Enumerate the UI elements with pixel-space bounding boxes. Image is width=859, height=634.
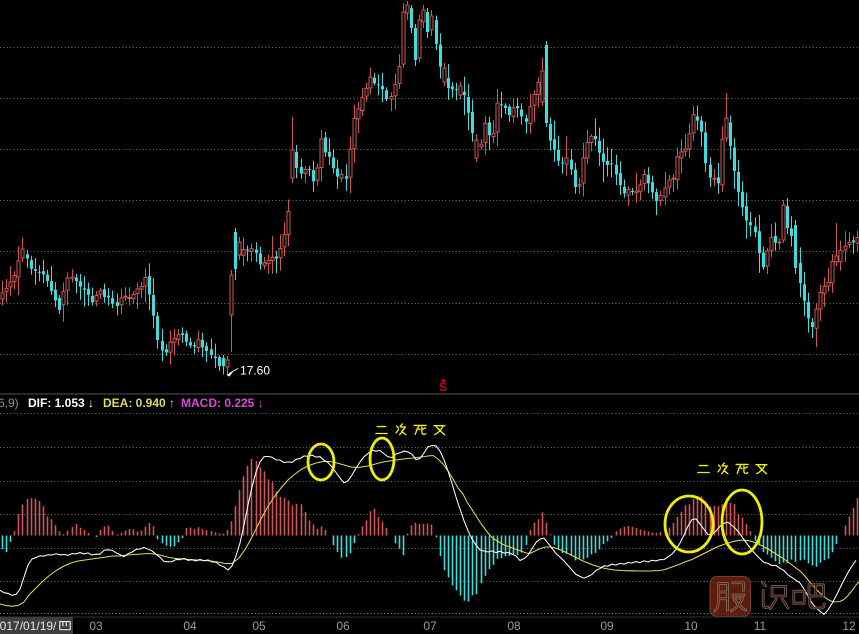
svg-text:08: 08 <box>507 619 521 633</box>
svg-text:03: 03 <box>89 619 103 633</box>
svg-text:11: 11 <box>754 619 767 633</box>
svg-text:07: 07 <box>423 619 437 633</box>
svg-text:09: 09 <box>600 619 614 633</box>
svg-text:06: 06 <box>336 619 350 633</box>
svg-text:DIF: 1.053 ↓: DIF: 1.053 ↓ <box>28 396 94 410</box>
svg-text:10: 10 <box>684 619 698 633</box>
svg-text:05: 05 <box>252 619 266 633</box>
svg-text:DEA: 0.940 ↑: DEA: 0.940 ↑ <box>103 396 175 410</box>
svg-text:S: S <box>439 380 447 394</box>
svg-text:12: 12 <box>842 619 856 633</box>
svg-text:2017/01/19/: 2017/01/19/ <box>0 619 57 633</box>
svg-text:17.60: 17.60 <box>240 364 270 378</box>
svg-text:6,9): 6,9) <box>0 396 19 410</box>
svg-text:04: 04 <box>183 619 197 633</box>
svg-text:MACD: 0.225 ↓: MACD: 0.225 ↓ <box>181 396 264 410</box>
